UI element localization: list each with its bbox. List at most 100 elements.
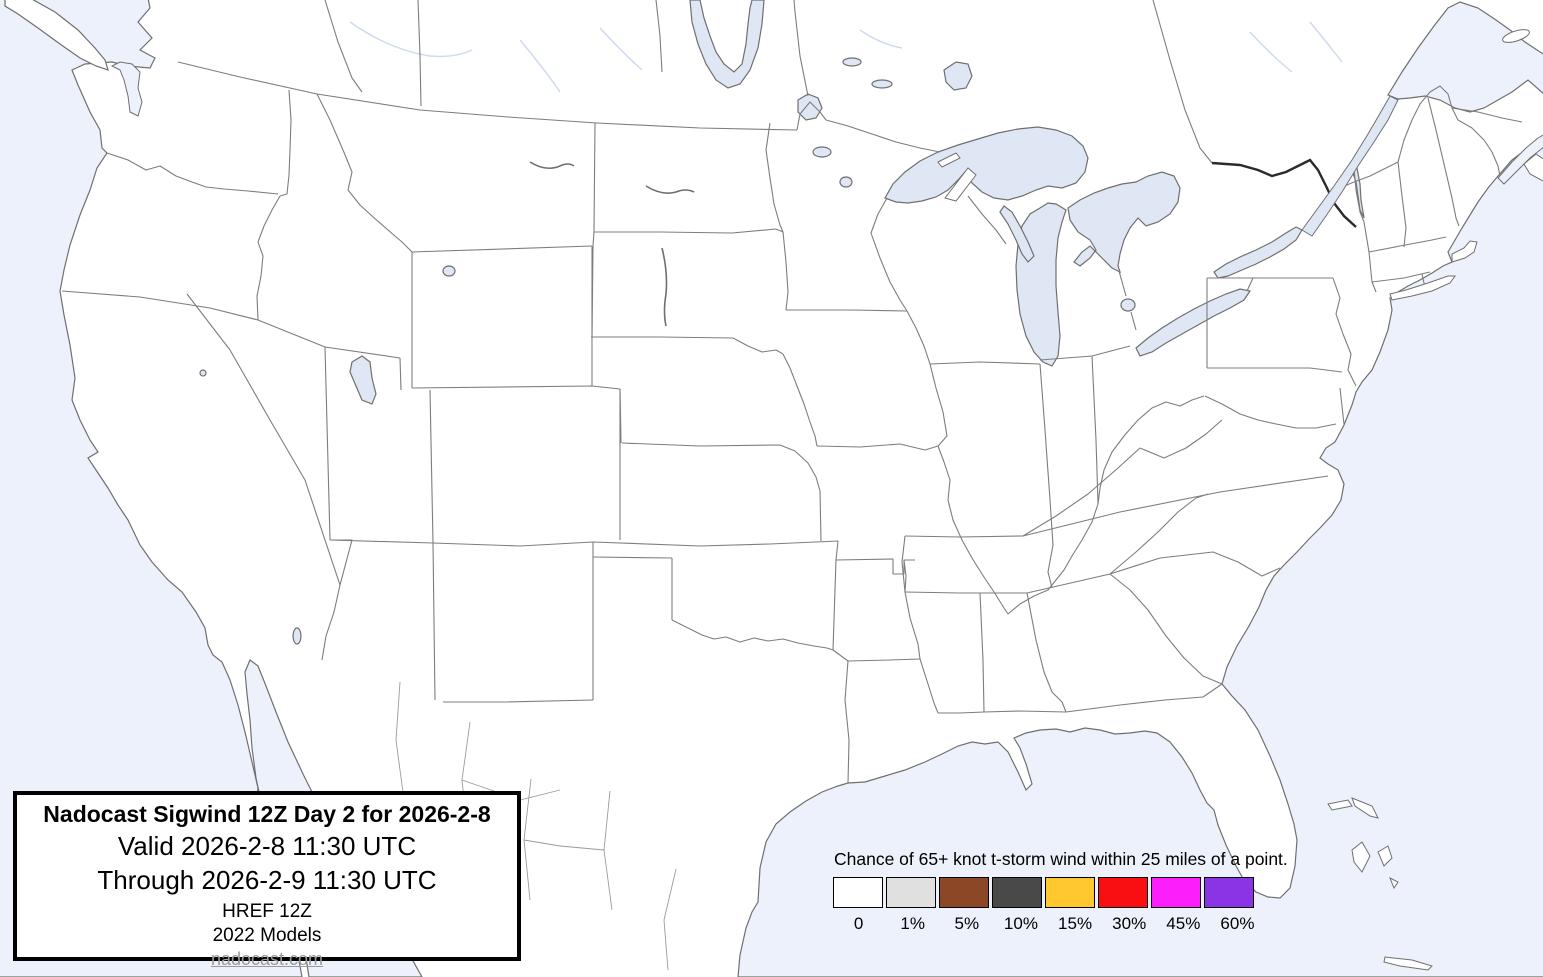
mexico-state-borders [395, 681, 677, 971]
rainy-lake [842, 57, 862, 67]
ks-ne-border [621, 442, 796, 452]
nadocast-link[interactable]: nadocast.com [210, 949, 324, 969]
mason-dixon-line [1207, 367, 1343, 373]
legend-label: 5% [954, 914, 980, 933]
la-ms-31n [938, 711, 985, 714]
lake-ontario [1213, 226, 1303, 279]
legend-swatch-45 [1151, 877, 1201, 908]
detroit-river-border [1118, 270, 1137, 331]
sd-ne-border [591, 336, 784, 355]
legend-swatch-30 [1098, 877, 1148, 908]
tx-panhandle [592, 556, 673, 620]
legend-label: 1% [900, 914, 925, 933]
red-lake [812, 146, 832, 158]
nova-scotia [1523, 153, 1543, 182]
vancouver-island [4, 0, 109, 71]
lake-huron [1067, 171, 1181, 274]
ut-wy-notch [399, 357, 402, 391]
through-time: Through 2026-2-9 11:30 UTC [97, 865, 437, 895]
yellowstone-lake [442, 265, 456, 277]
title-box: Nadocast Sigwind 12Z Day 2 for 2026-2-8 … [13, 791, 521, 969]
eleuthera-island [1377, 845, 1393, 867]
ma-south-border [1371, 271, 1431, 283]
fort-peck-lake [529, 161, 575, 170]
gulf-and-atlantic-ocean [737, 142, 1543, 977]
us-canada-border-mn [796, 101, 941, 153]
legend-label: 30% [1112, 914, 1147, 933]
legend-swatch-5 [939, 877, 989, 908]
map-title: Nadocast Sigwind 12Z Day 2 for 2026-2-8 [43, 801, 491, 827]
md-de-border [1339, 387, 1345, 425]
lake-champlain [1351, 167, 1365, 219]
wy-north-border [411, 245, 593, 253]
ia-mo-border [816, 443, 939, 451]
mo-river-kc [794, 450, 822, 542]
wi-mi-up-border [967, 195, 1007, 245]
lake-tahoe [199, 369, 207, 377]
mt-id-border [316, 93, 413, 253]
salton-sea [292, 627, 302, 645]
la-ms-river [919, 658, 939, 714]
great-salt-lake [349, 355, 377, 405]
nc-sc-border [1109, 551, 1281, 577]
mississippi-il [929, 363, 1009, 615]
lakes [199, 0, 1365, 645]
mo-ok-border [835, 540, 839, 561]
legend-label-row: 0 1% 5% 10% 15% 30% 45% 60% [833, 914, 1263, 934]
tx-la-border [844, 660, 850, 784]
valid-time: Valid 2026-2-8 11:30 UTC [117, 831, 417, 861]
delaware-river-border [1332, 277, 1357, 387]
us-canada-border [177, 61, 798, 131]
legend-label: 15% [1058, 914, 1093, 933]
legend-swatch-10 [992, 877, 1042, 908]
legend-swatch-15 [1045, 877, 1095, 908]
nm-west-border [432, 542, 436, 701]
models-year: 2022 Models [212, 925, 322, 946]
on-qc-border [1152, 0, 1213, 164]
cape-cod [1451, 240, 1478, 263]
va-wv-border [1139, 419, 1223, 459]
ga-sc-border [1109, 573, 1223, 685]
sk-mb-border [655, 0, 663, 73]
wi-il-border [929, 361, 1041, 365]
abaco-island [1351, 797, 1379, 819]
mississippi-ia [906, 310, 931, 365]
ar-la-border [847, 658, 921, 662]
wa-or-border [106, 152, 279, 195]
parallel-37n [432, 540, 839, 547]
ca-nv-az-border [186, 293, 341, 661]
legend-title: Chance of 65+ knot t-storm wind within 2… [834, 849, 1288, 869]
legend-swatch-row [833, 877, 1263, 908]
probability-legend: Chance of 65+ knot t-storm wind within 2… [833, 849, 1288, 934]
legend-label: 10% [1003, 914, 1038, 933]
nh-me-border [1427, 97, 1460, 227]
lake-st-clair [1120, 298, 1136, 312]
st-lawrence-river [1301, 95, 1399, 237]
green-bay [999, 205, 1035, 263]
lake-oahe [661, 247, 668, 327]
parallel-45n-border [1334, 161, 1399, 191]
model-name: HREF 12Z [222, 901, 312, 922]
legend-swatch-0 [833, 877, 883, 908]
mo-ar-border [835, 558, 915, 575]
tn-south-border [904, 573, 1111, 594]
ar-ms-river [903, 559, 921, 660]
bay-of-fundy [1497, 134, 1543, 185]
long-island [1389, 275, 1456, 301]
co-ne-border [619, 388, 622, 444]
fl-north-border [983, 683, 1223, 713]
ut-az-border [329, 539, 434, 544]
mn-wi-border [870, 197, 908, 312]
ut-co-border [429, 389, 434, 544]
reservoir-rivers [529, 161, 695, 327]
ma-north-border [1368, 236, 1447, 253]
niagara-border [1246, 277, 1254, 292]
tn-nc-border [1109, 493, 1209, 575]
il-in-border [1039, 363, 1054, 589]
al-ga-border [1026, 592, 1067, 713]
nd-mn-border [765, 122, 784, 233]
va-nc-border [1022, 475, 1329, 537]
tx-ar-border [832, 649, 849, 662]
nb-qc-border [1451, 107, 1523, 123]
lake-nipigon [943, 61, 973, 91]
